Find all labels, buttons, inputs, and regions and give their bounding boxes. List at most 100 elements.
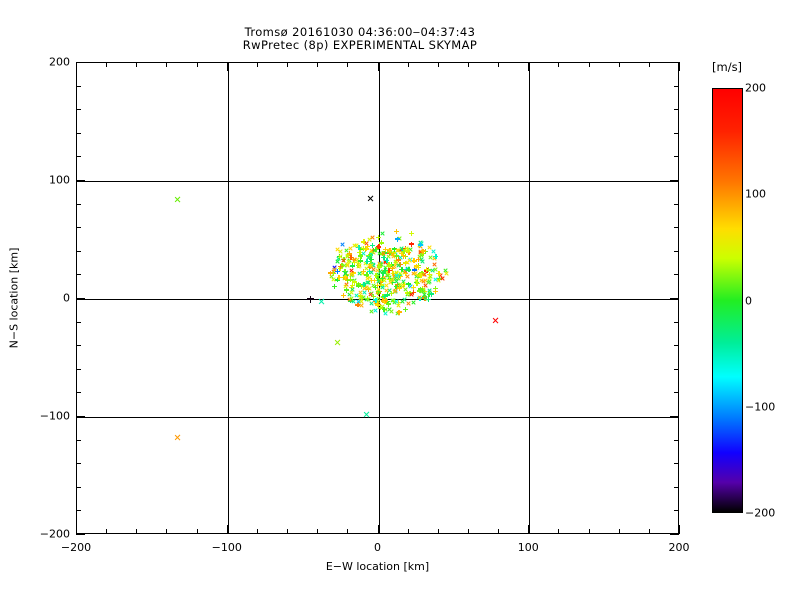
data-point-marker (359, 303, 365, 308)
data-point-marker (356, 283, 362, 289)
data-point-marker (393, 229, 399, 235)
data-point-marker (388, 251, 394, 257)
data-point-marker (384, 292, 390, 298)
data-point-marker (327, 270, 333, 276)
data-point-marker (397, 273, 403, 279)
data-point-marker (380, 285, 386, 290)
data-point-marker (432, 261, 438, 267)
data-point-marker (391, 254, 396, 260)
y-tick-label: −200 (39, 527, 70, 541)
x-minor-tick (256, 529, 258, 534)
data-point-marker (419, 286, 425, 292)
data-point-marker (395, 248, 400, 253)
data-point-marker (414, 263, 420, 269)
data-point-marker (383, 268, 389, 274)
gridline-horizontal (77, 299, 678, 300)
data-point-marker (344, 272, 350, 278)
data-point-marker (369, 291, 375, 296)
x-major-tick (528, 525, 530, 534)
data-point-marker (418, 272, 424, 278)
data-point-marker (362, 290, 367, 295)
data-point-marker (367, 275, 372, 281)
data-point-marker (417, 242, 423, 248)
data-point-marker (424, 268, 430, 274)
data-point-marker (382, 250, 388, 256)
x-major-tick-top (679, 62, 680, 71)
x-minor-tick (407, 529, 409, 534)
data-point-marker (379, 277, 385, 282)
data-point-marker (419, 278, 424, 284)
data-point-marker (368, 261, 374, 267)
x-minor-tick (618, 529, 620, 534)
data-point-marker (411, 290, 416, 296)
data-point-marker (340, 292, 346, 298)
data-point-marker (391, 246, 397, 252)
data-point-marker (397, 262, 403, 268)
data-point-marker (411, 270, 417, 276)
x-minor-tick-top (558, 62, 560, 67)
y-minor-tick (76, 345, 81, 347)
data-point-marker (331, 283, 337, 289)
data-point-marker (393, 253, 399, 259)
data-point-marker (433, 286, 439, 292)
data-point-marker (175, 434, 182, 441)
data-point-marker (345, 263, 350, 268)
data-point-marker (368, 250, 374, 256)
y-minor-tick-right (674, 250, 679, 252)
y-minor-tick (76, 439, 81, 441)
data-point-marker (426, 280, 431, 285)
data-point-marker (362, 282, 367, 288)
data-point-marker (342, 276, 348, 282)
data-point-marker (351, 279, 357, 285)
y-tick-label: 200 (49, 55, 70, 69)
data-point-marker (403, 307, 409, 313)
data-point-marker (346, 259, 352, 264)
data-point-marker (403, 271, 409, 277)
data-point-marker (388, 291, 394, 297)
colorbar-unit-label: [m/s] (712, 60, 743, 74)
y-major-tick (76, 180, 85, 181)
data-point-marker (357, 271, 362, 277)
x-minor-tick (287, 529, 289, 534)
data-point-marker (410, 299, 416, 305)
y-major-tick-right (670, 298, 679, 299)
data-point-marker (361, 245, 367, 251)
data-point-marker (427, 273, 433, 279)
data-point-marker (405, 265, 410, 271)
y-major-tick-right (670, 534, 679, 535)
x-minor-tick (136, 529, 138, 534)
x-minor-tick (317, 529, 319, 534)
data-point-marker (386, 268, 392, 274)
data-point-marker (408, 246, 414, 252)
data-point-marker (356, 244, 362, 250)
data-point-marker (425, 267, 431, 273)
data-point-marker (379, 240, 385, 246)
data-point-marker (380, 251, 386, 257)
x-minor-tick-top (437, 62, 439, 67)
y-minor-tick (76, 85, 81, 87)
data-point-marker (430, 267, 436, 273)
y-tick-label: 100 (49, 173, 70, 187)
data-point-marker (393, 261, 399, 267)
data-point-marker (370, 235, 376, 241)
data-point-marker (329, 274, 334, 279)
data-point-marker (361, 239, 367, 245)
data-point-marker (381, 306, 387, 312)
y-major-tick (76, 416, 85, 417)
data-point-marker (440, 276, 446, 281)
data-point-marker (427, 288, 432, 293)
data-point-marker (396, 263, 402, 268)
data-point-marker (382, 267, 388, 273)
colorbar-tick-label: −100 (745, 400, 776, 414)
data-point-marker (386, 276, 392, 282)
data-point-marker (427, 255, 433, 260)
data-point-marker (406, 301, 411, 307)
x-tick-label: 100 (517, 541, 539, 554)
data-point-marker (432, 256, 438, 261)
data-point-marker (394, 278, 399, 284)
y-minor-tick (76, 368, 81, 370)
data-point-marker (349, 285, 355, 291)
data-point-marker (384, 257, 390, 263)
data-point-marker (421, 288, 426, 294)
gridline-vertical (378, 63, 380, 533)
